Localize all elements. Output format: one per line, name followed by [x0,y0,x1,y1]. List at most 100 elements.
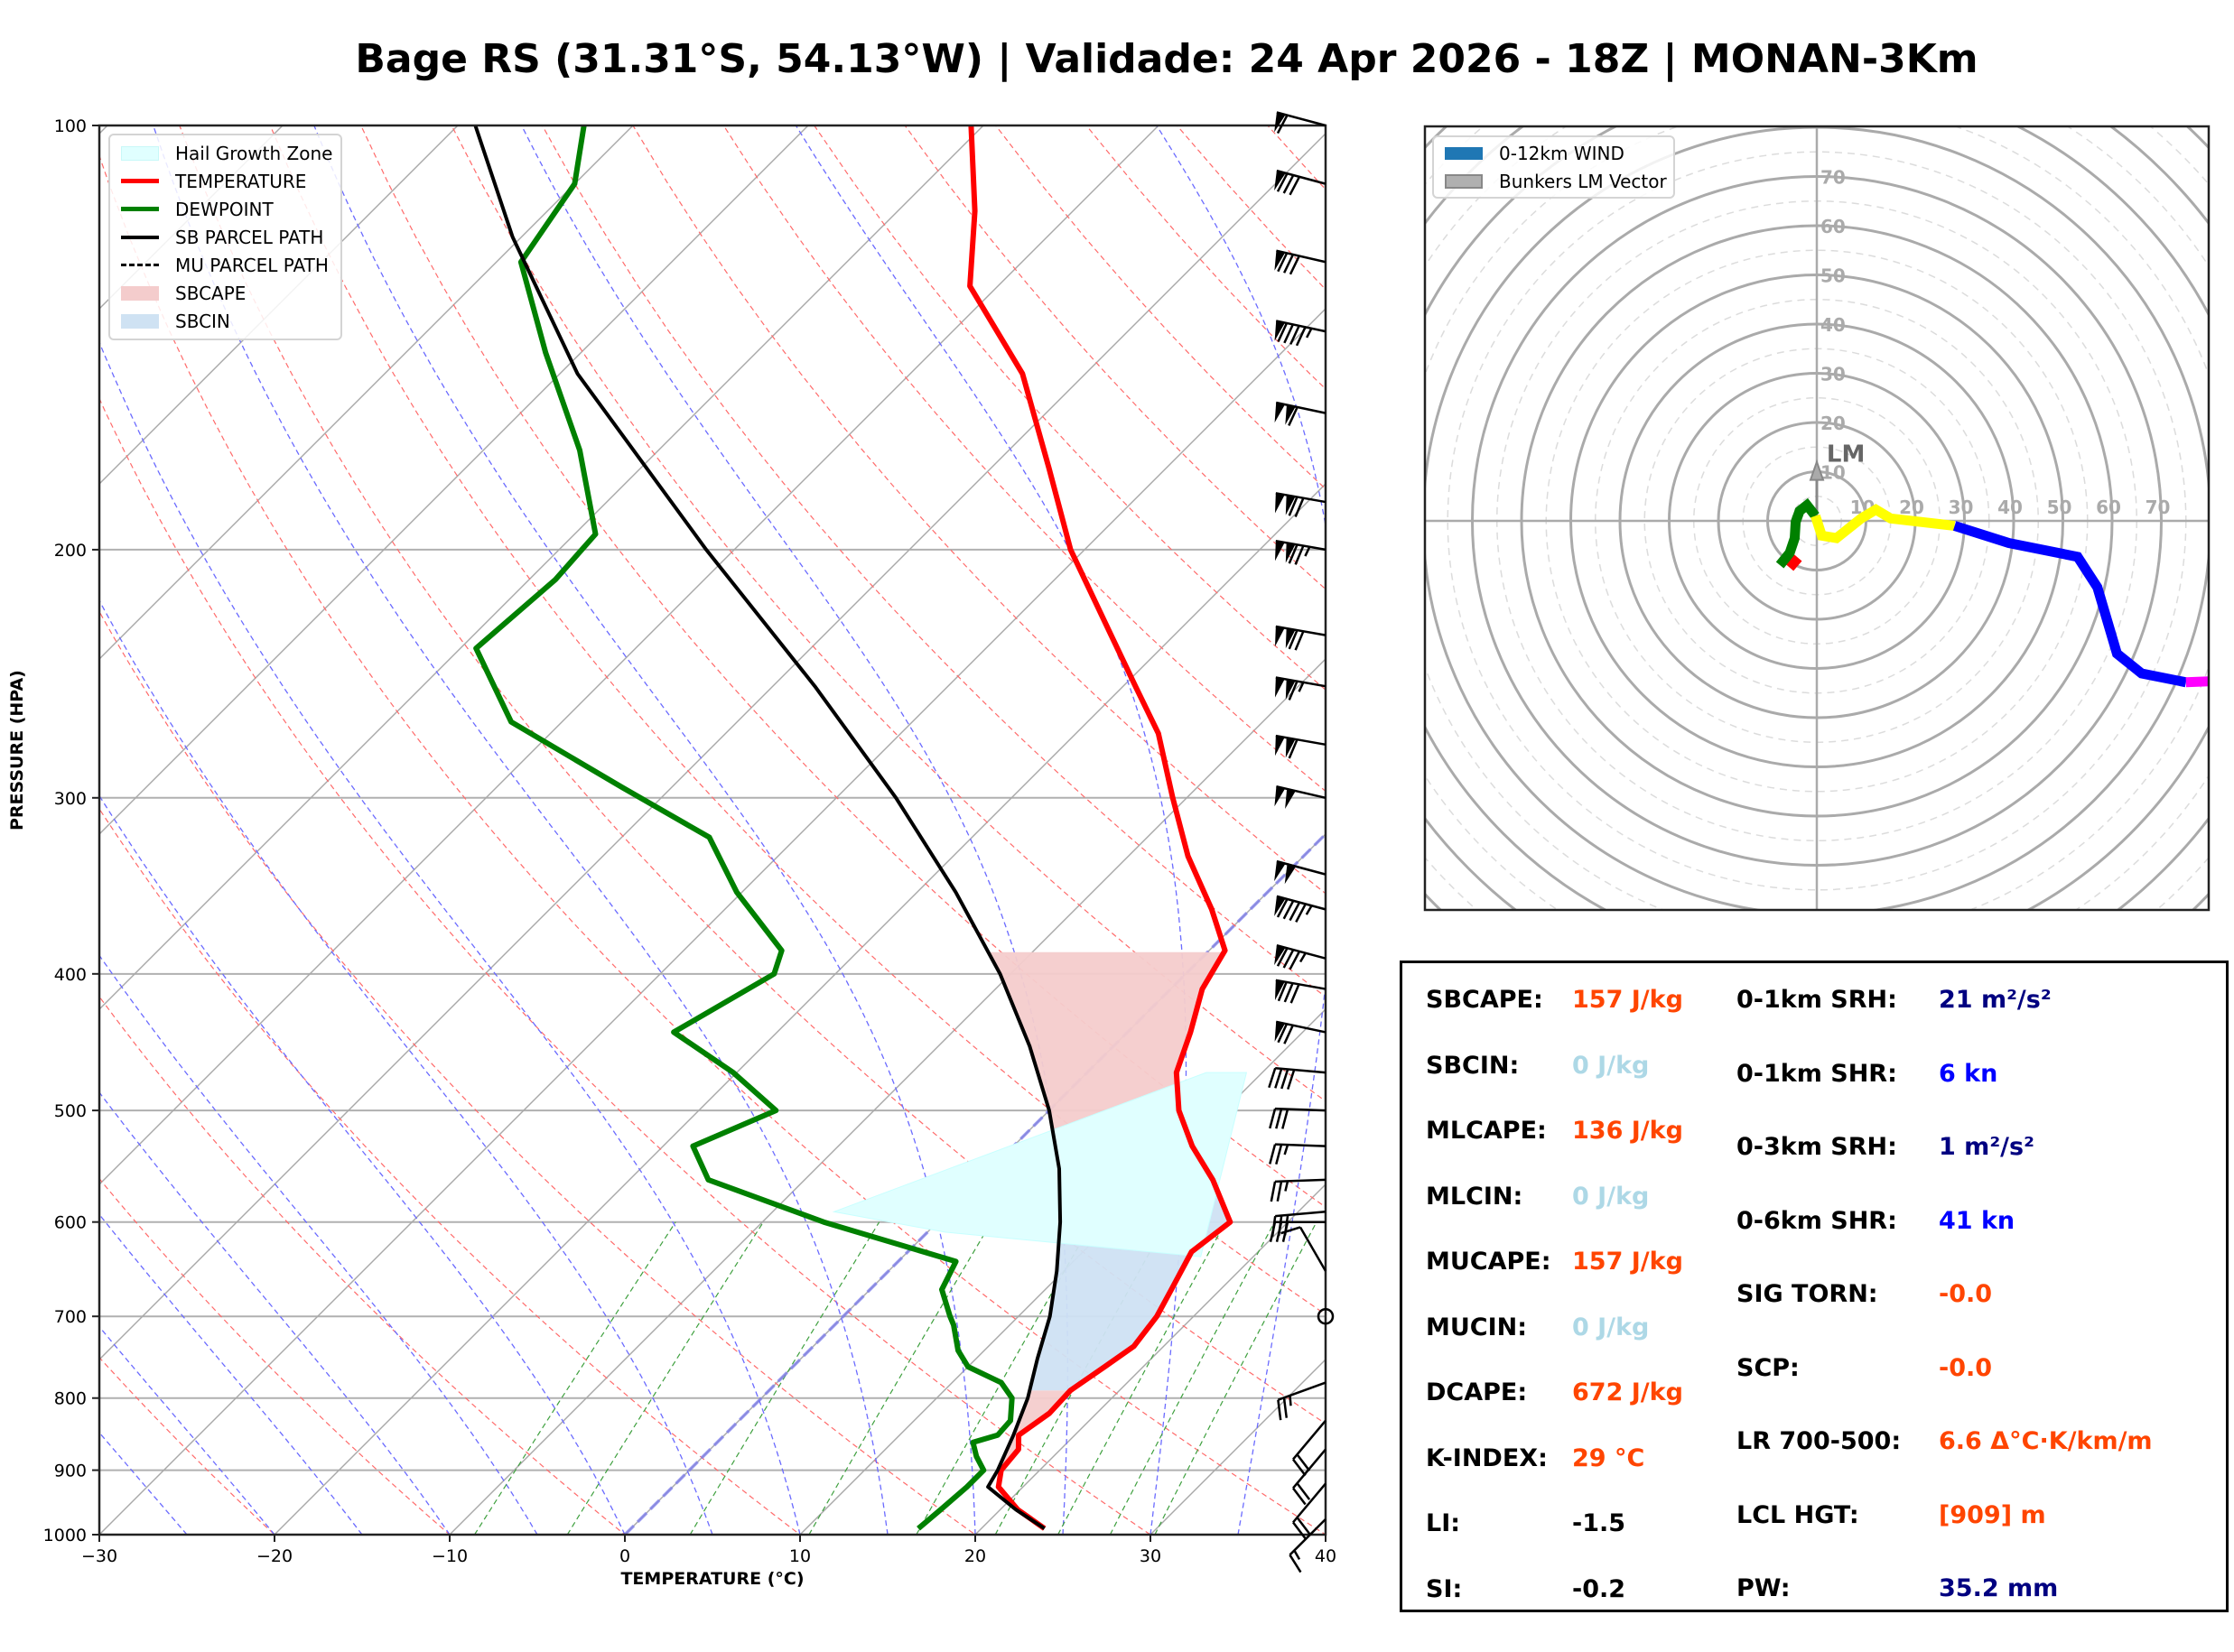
index-label: SI: [1426,1574,1463,1603]
wind-barb-icon [1274,734,1326,759]
legend-label: SBCAPE [175,282,247,304]
isotherm-line [974,1183,1326,1535]
barb-feather [1296,1453,1311,1471]
y-tick-label: 1000 [43,1526,87,1545]
barb-feather [1281,1109,1289,1129]
wind-barb-icon [1292,1419,1326,1477]
legend-label: Bunkers LM Vector [1499,170,1667,192]
barb-feather [1288,629,1299,650]
dry-adiabat-line [360,125,1326,1208]
y-tick-label: 100 [54,116,87,136]
barb-pennant [1274,171,1286,191]
index-value: 157 J/kg [1572,986,1683,1014]
barb-feather [1289,983,1300,1004]
x-tick-label: 10 [789,1546,811,1566]
wind-barb-icon [1274,859,1326,885]
barb-feather [1277,1399,1282,1421]
barb-feather [1296,1517,1311,1535]
barb-feather [1295,903,1307,923]
barb-staff [1292,1482,1326,1524]
barb-staff [1276,895,1326,911]
legend-item-sbcin: SBCIN [110,307,340,335]
dry-adiabat-line [722,125,1326,793]
barb-pennant [1274,677,1285,698]
barb-feather [1274,1068,1283,1089]
index-value: 136 J/kg [1572,1117,1683,1145]
legend-label: 0-12km WIND [1499,142,1624,164]
hodo-ring-label-y: 50 [1820,265,1846,287]
wind-barb-icon [1292,1448,1326,1506]
skewt-frame [98,124,1327,1536]
moist-adiabat-line [99,1213,363,1535]
index-value: 21 m²/s² [1939,986,2052,1014]
hodo-ring-label-x: 30 [1949,497,1974,518]
barb-feather [1292,1521,1307,1540]
wind-barb-icon [1274,539,1326,565]
wind-barb-icon [1274,492,1326,517]
barb-pennant [1285,495,1296,515]
skewt-legend: Hail Growth Zone TEMPERATURE DEWPOINT SB… [108,134,342,340]
isotherm-line [99,133,1326,1360]
bunkers-swatch-icon [1445,173,1483,189]
barb-pennant [1274,626,1285,647]
index-label: LR 700-500: [1736,1427,1902,1455]
dry-adiabat-line [451,125,1326,1102]
barb-feather [1283,982,1294,1003]
hodo-ring-label-y: 60 [1820,216,1846,237]
index-value: 672 J/kg [1572,1378,1683,1406]
barb-staff [1275,1211,1326,1218]
moist-adiabat-line [99,1325,275,1535]
barb-feather [1292,1458,1307,1477]
index-label: PW: [1736,1574,1791,1602]
barb-half-feather [1298,682,1305,692]
isotherm-line [99,308,1326,1535]
moist-adiabat-line [153,125,889,1535]
mixing-ratio-line [1154,1221,1317,1535]
legend-item-hail-growth-zone: Hail Growth Zone [110,139,340,167]
barb-feather [1288,543,1299,564]
x-tick-label: −10 [432,1546,468,1566]
isotherm-line [274,483,1326,1535]
legend-label: DEWPOINT [175,198,274,220]
dry-adiabat-line [632,125,1326,895]
legend-label: TEMPERATURE [175,170,307,192]
index-value: 29 °C [1572,1443,1645,1472]
index-value: -0.2 [1572,1574,1626,1603]
barb-feather [1276,1181,1283,1202]
wind-barb-icon [1268,1067,1326,1090]
dewpoint-line [473,125,1015,1531]
hodo-ring-label-y: 10 [1820,462,1846,484]
index-value: 0 J/kg [1572,1051,1650,1080]
barb-feather [1269,1221,1277,1242]
sb-parcel-line-icon [121,235,159,239]
barb-half-feather [1304,546,1311,557]
barb-feather [1289,325,1300,345]
hodograph-legend: 0-12km WIND Bunkers LM Vector [1432,135,1675,199]
barb-pennant [1274,896,1286,916]
hodo-ring-label-y: 40 [1820,314,1846,336]
barb-feather [1283,1025,1294,1044]
hodo-ring-label-y: 20 [1820,413,1846,434]
mu-parcel-dashed-icon [121,264,159,266]
wind-barb-icon [1270,1178,1326,1202]
wind-barb-icon [1274,784,1326,809]
freezing-isotherm-line [623,831,1326,1535]
y-tick-label: 300 [54,789,87,809]
barb-feather [1277,252,1289,273]
barb-pennant [1285,628,1296,649]
index-label: LI: [1426,1509,1461,1537]
x-tick-label: −20 [256,1546,293,1566]
barb-half-feather [1293,1549,1301,1561]
wind-barb-icon [1274,943,1326,970]
wind-barb-icon [1274,895,1326,923]
index-value: -0.0 [1939,1353,1993,1382]
index-value: -1.5 [1572,1509,1626,1537]
hail-zone-swatch-icon [121,145,159,161]
sb-parcel-path-line [473,125,1063,1530]
index-label: 0-3km SRH: [1736,1133,1897,1161]
index-label: SCP: [1736,1353,1800,1382]
mixing-ratio-line [808,1221,992,1535]
dry-adiabat-line [99,153,1326,1535]
isotherm-line [799,1008,1326,1535]
